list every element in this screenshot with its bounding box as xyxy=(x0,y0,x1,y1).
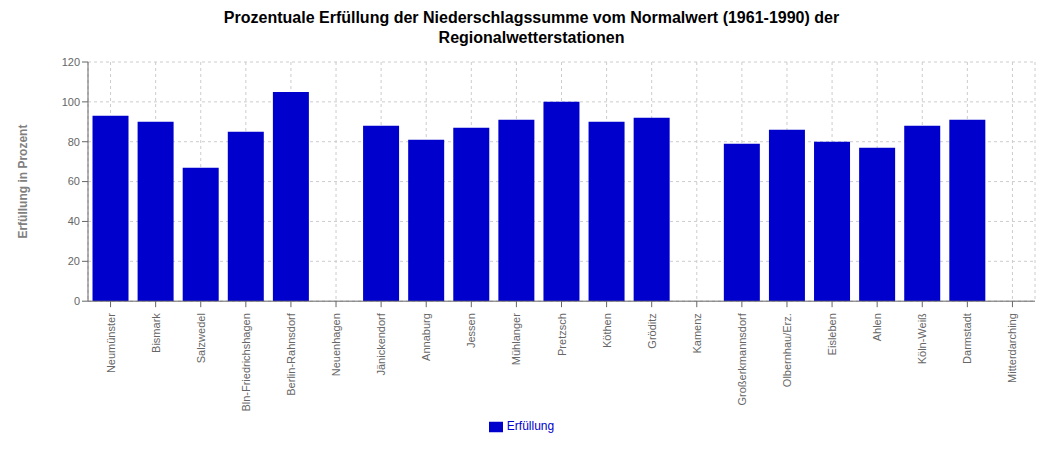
svg-text:120: 120 xyxy=(62,56,80,68)
svg-text:Mühlanger: Mühlanger xyxy=(510,313,522,365)
svg-text:Neumünster: Neumünster xyxy=(105,313,117,373)
svg-text:Eisleben: Eisleben xyxy=(826,313,838,355)
svg-text:Köln-Weiß: Köln-Weiß xyxy=(916,313,928,364)
svg-text:Salzwedel: Salzwedel xyxy=(195,313,207,363)
svg-text:Bln-Friedrichshagen: Bln-Friedrichshagen xyxy=(240,313,252,411)
svg-text:Annaburg: Annaburg xyxy=(420,313,432,361)
svg-text:Jessen: Jessen xyxy=(465,313,477,348)
html-text:Prozentuale Erfüllung der Nied: Prozentuale Erfüllung der Niederschlagss… xyxy=(223,9,840,46)
svg-text:Mitterdarching: Mitterdarching xyxy=(1006,313,1018,383)
svg-text:0: 0 xyxy=(74,295,80,307)
svg-text:60: 60 xyxy=(68,175,80,187)
svg-text:Berlin-Rahnsdorf: Berlin-Rahnsdorf xyxy=(285,312,297,395)
svg-text:Darmstadt: Darmstadt xyxy=(961,313,973,364)
svg-text:Erfüllung in Prozent: Erfüllung in Prozent xyxy=(16,125,30,239)
svg-text:Jänickendorf: Jänickendorf xyxy=(375,312,387,375)
svg-text:Neuenhagen: Neuenhagen xyxy=(330,313,342,376)
svg-text:Pretzsch: Pretzsch xyxy=(556,313,568,356)
svg-text:Großerkmannsdorf: Großerkmannsdorf xyxy=(736,312,748,405)
svg-text:40: 40 xyxy=(68,215,80,227)
svg-text:Ahlen: Ahlen xyxy=(871,313,883,341)
svg-text:80: 80 xyxy=(68,136,80,148)
svg-text:Olbernhau/Erz.: Olbernhau/Erz. xyxy=(781,313,793,387)
svg-text:Kamenz: Kamenz xyxy=(691,313,703,353)
html-text:Erfüllung: Erfüllung xyxy=(506,419,555,434)
svg-text:Gröditz: Gröditz xyxy=(646,313,658,348)
svg-text:Köthen: Köthen xyxy=(601,313,613,348)
svg-text:100: 100 xyxy=(62,96,80,108)
svg-text:Bismark: Bismark xyxy=(150,313,162,353)
svg-text:20: 20 xyxy=(68,255,80,267)
